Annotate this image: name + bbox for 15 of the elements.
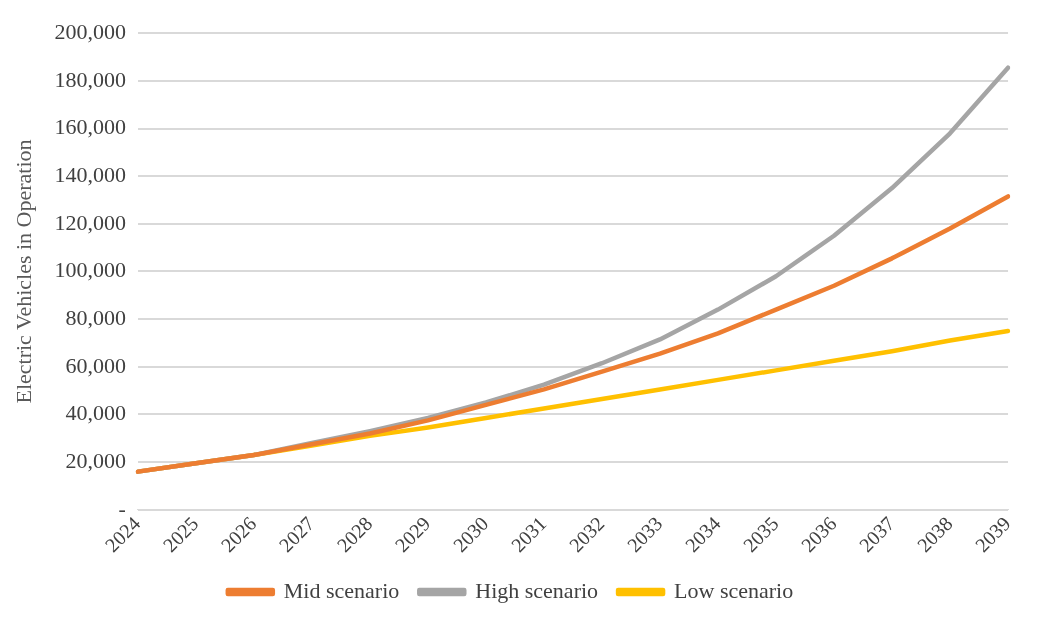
y-tick-label: 40,000: [65, 400, 126, 426]
y-tick-label: 80,000: [65, 304, 126, 330]
y-tick-label: 160,000: [54, 114, 126, 140]
y-tick-label: 200,000: [54, 18, 126, 44]
legend-label: Low scenario: [674, 577, 794, 603]
legend-label: Mid scenario: [283, 577, 400, 603]
legend-label: High scenario: [475, 577, 599, 603]
y-tick-label: 120,000: [54, 209, 126, 235]
y-tick-label: 180,000: [54, 66, 126, 92]
y-axis-title: Electric Vehicles in Operation: [10, 139, 36, 404]
y-tick-label: 60,000: [65, 352, 126, 378]
y-tick-label: 100,000: [54, 257, 126, 283]
y-tick-label: -: [118, 495, 126, 521]
y-tick-label: 140,000: [54, 161, 126, 187]
y-tick-label: 20,000: [65, 447, 126, 473]
